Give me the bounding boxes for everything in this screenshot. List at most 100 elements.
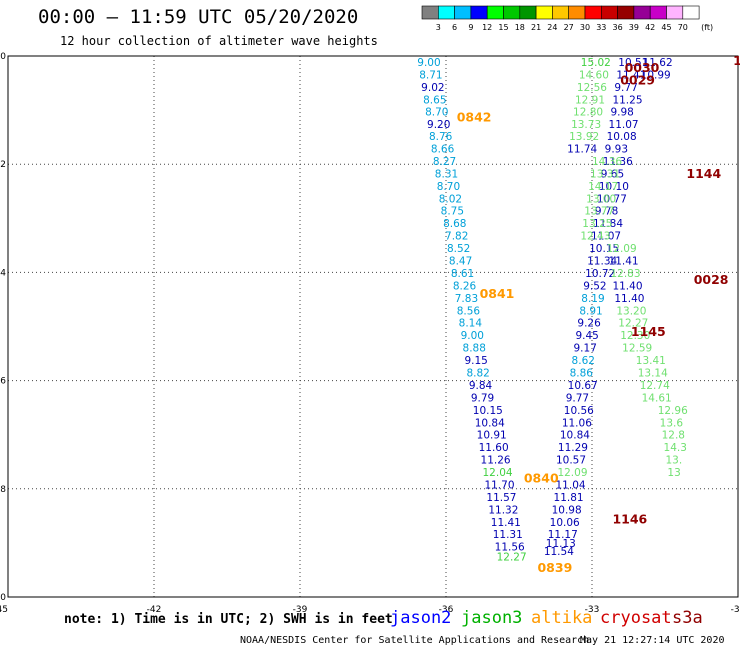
swh-value-label: 10.10 [599, 181, 629, 193]
swh-value-label: 15.02 [581, 57, 611, 69]
swh-value-label: 10.06 [550, 517, 580, 529]
swh-value-label: 8.91 [579, 305, 602, 317]
swh-value-label: 8.71 [419, 69, 442, 81]
colorbar-cell [437, 5, 455, 20]
time-label: 1145 [631, 324, 666, 339]
swh-value-label: 9.77 [566, 392, 589, 404]
time-label: 1144 [686, 166, 721, 181]
swh-value-label: 8.86 [570, 367, 594, 379]
swh-value-label: 10.67 [568, 380, 598, 392]
swh-value-label: 14.3 [664, 442, 687, 454]
time-label: 0029 [620, 72, 655, 87]
swh-value-label: 10.98 [552, 504, 582, 516]
swh-value-label: 12.09 [607, 243, 637, 255]
ytick-label: -34 [0, 268, 6, 278]
swh-value-label: 8.14 [459, 318, 483, 330]
swh-value-label: 9.26 [577, 318, 601, 330]
swh-value-label: 9.52 [583, 280, 606, 292]
legend-jason3: jason3 [461, 608, 523, 628]
colorbar-cell [519, 5, 537, 20]
swh-value-label: 13.00 [586, 193, 616, 205]
colorbar-tick: 33 [596, 23, 606, 32]
swh-value-label: 9.77 [614, 82, 637, 94]
ytick-label: -40 [0, 593, 6, 603]
swh-value-label: 13.73 [571, 119, 601, 131]
swh-value-label: 12.04 [483, 467, 513, 479]
swh-value-label: 10.15 [589, 243, 619, 255]
swh-value-label: 12.96 [658, 405, 688, 417]
colorbar-unit: (ft) [701, 23, 713, 32]
swh-value-label: 11.70 [484, 479, 514, 491]
swh-value-label: 10.84 [475, 417, 505, 429]
swh-value-label: 13.6 [660, 417, 684, 429]
swh-value-label: 11.81 [554, 492, 584, 504]
swh-value-label: 9.02 [421, 82, 444, 94]
swh-value-label: 12.8 [662, 430, 685, 442]
footer-credit: NOAA/NESDIS Center for Satellite Applica… [240, 635, 590, 646]
colorbar-cell [649, 5, 667, 20]
swh-value-label: 12.27 [618, 318, 648, 330]
colorbar-cell [486, 5, 504, 20]
footer-note: note: 1) Time is in UTC; 2) SWH is in fe… [64, 612, 393, 627]
swh-value-label: 8.68 [443, 218, 466, 230]
swh-value-label: 9.00 [461, 330, 484, 342]
swh-value-label: 9.45 [575, 330, 598, 342]
swh-value-label: 7.82 [445, 231, 468, 243]
ytick-label: -38 [0, 485, 6, 495]
swh-value-label: 9.84 [469, 380, 493, 392]
xtick-label: -39 [293, 605, 308, 615]
swh-value-label: 13.77 [584, 206, 614, 218]
colorbar-tick: 18 [515, 23, 525, 32]
time-label: 0028 [694, 272, 729, 287]
swh-value-label: 11.04 [556, 479, 586, 491]
swh-value-label: 12.27 [497, 551, 527, 563]
colorbar-tick: 27 [564, 23, 574, 32]
swh-value-label: 11.25 [612, 94, 642, 106]
swh-value-label: 8.27 [433, 156, 456, 168]
swh-value-label: 11.13 [546, 538, 576, 550]
swh-value-label: 13.41 [636, 355, 666, 367]
swh-value-label: 12.43 [580, 231, 610, 243]
xtick-label: -45 [0, 605, 8, 615]
time-label: 1146 [612, 512, 647, 527]
swh-value-label: 11.41 [609, 255, 639, 267]
swh-value-label: 10.84 [560, 430, 590, 442]
swh-value-label: 11.54 [544, 546, 574, 558]
colorbar-tick: 15 [498, 23, 508, 32]
swh-value-label: 11.40 [612, 280, 642, 292]
time-label: 0841 [480, 286, 515, 301]
swh-value-label: 10.72 [585, 268, 615, 280]
swh-value-label: 11.29 [558, 442, 588, 454]
swh-value-label: 9.00 [417, 57, 440, 69]
colorbar-tick: 42 [645, 23, 655, 32]
colorbar-cell [617, 5, 635, 20]
colorbar-tick: 45 [661, 23, 671, 32]
colorbar-cell [600, 5, 618, 20]
swh-value-label: 8.88 [463, 343, 486, 355]
ytick-label: -30 [0, 52, 6, 62]
swh-value-label: 12.80 [573, 107, 603, 119]
colorbar-tick: 9 [468, 23, 473, 32]
swh-value-label: 9.98 [610, 107, 633, 119]
swh-value-label: 11.56 [495, 542, 525, 554]
swh-value-label: 11.32 [488, 504, 518, 516]
swh-value-label: 14.61 [642, 392, 672, 404]
swh-value-label: 8.62 [572, 355, 595, 367]
swh-value-label: 11.40 [614, 293, 644, 305]
xtick-label: -30 [731, 605, 740, 615]
swh-value-label: 11.36 [603, 156, 633, 168]
swh-value-label: 8.31 [435, 168, 458, 180]
swh-value-label: 9.78 [595, 206, 618, 218]
swh-value-label: 10.77 [597, 193, 627, 205]
ytick-label: -32 [0, 160, 6, 170]
swh-value-label: 10.91 [477, 430, 507, 442]
swh-value-label: 12.56 [577, 82, 607, 94]
legend-s3a: s3a [672, 608, 703, 628]
swh-value-label: 11.06 [562, 417, 592, 429]
colorbar-tick: 36 [613, 23, 623, 32]
legend-jason2: jason2 [390, 608, 452, 628]
legend-altika: altika [531, 608, 593, 628]
swh-value-label: 9.20 [427, 119, 450, 131]
swh-value-label: 8.61 [451, 268, 474, 280]
